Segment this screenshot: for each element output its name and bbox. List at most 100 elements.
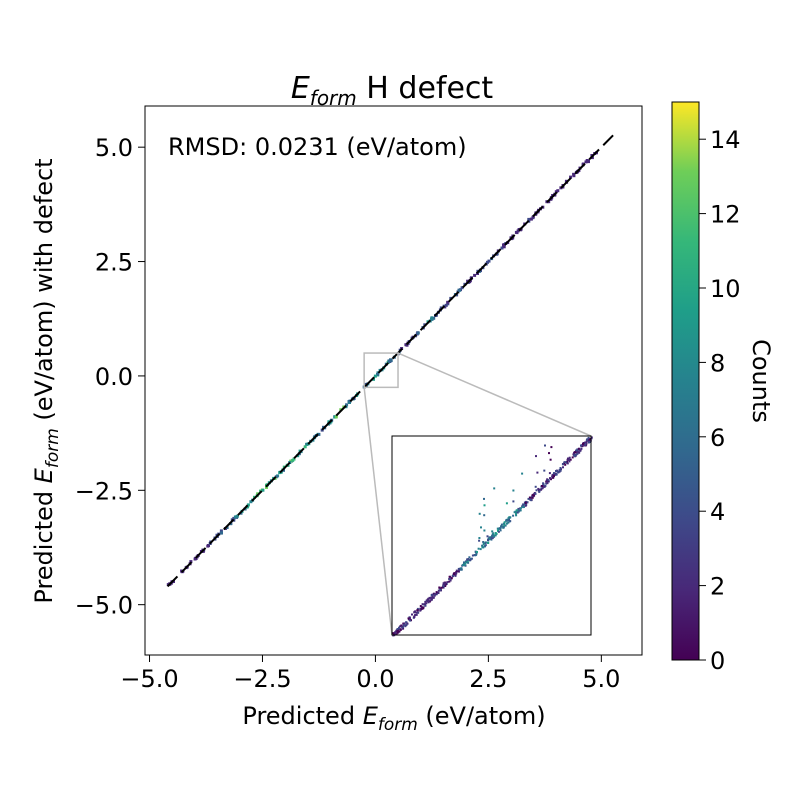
inset-cell	[395, 633, 398, 636]
inset-cell	[576, 452, 579, 455]
heatmap-cell	[348, 399, 352, 403]
inset-cell	[419, 609, 422, 612]
inset-cell	[522, 503, 525, 506]
inset-cell	[455, 569, 458, 572]
inset-cell	[500, 525, 502, 528]
x-tick-label: −2.5	[233, 665, 291, 693]
inset-cell	[555, 470, 557, 472]
inset-cell	[557, 470, 560, 473]
inset-cell	[416, 609, 419, 612]
heatmap-cell	[416, 331, 420, 335]
inset-cell	[463, 563, 466, 566]
inset-cell	[414, 610, 417, 613]
heatmap-cell	[387, 359, 391, 363]
inset-cell	[458, 570, 460, 573]
heatmap-cell	[305, 442, 309, 446]
inset-cell	[398, 627, 401, 630]
inset-cell	[444, 583, 447, 586]
inset-cell	[564, 461, 567, 464]
inset-cell	[587, 441, 590, 444]
inset-cell	[497, 530, 500, 533]
inset-cell	[543, 485, 546, 488]
inset-cell	[544, 485, 547, 487]
inset-cell	[402, 624, 405, 627]
inset-cell	[476, 551, 478, 553]
inset-cell	[529, 498, 532, 501]
inset-cell	[396, 631, 399, 634]
inset-cell	[414, 614, 417, 616]
inset-cell	[446, 581, 449, 584]
inset-cell	[475, 553, 478, 555]
inset-cell	[524, 502, 527, 504]
inset-cell	[505, 519, 508, 522]
inset-cell	[448, 580, 451, 583]
inset-cell	[524, 504, 527, 507]
inset-cell	[559, 469, 562, 472]
inset-cell	[566, 462, 569, 465]
heatmap-cell	[246, 503, 250, 507]
inset-cell	[550, 446, 553, 449]
inset-cell	[553, 472, 556, 475]
inset-cell	[580, 447, 583, 450]
inset-cell	[417, 611, 419, 614]
inset-cell	[425, 602, 428, 605]
heatmap-cell	[572, 172, 576, 176]
inset-cell	[428, 600, 431, 603]
heatmap-cell	[581, 162, 585, 166]
inset-cell	[448, 578, 451, 581]
inset-cell	[578, 451, 581, 454]
inset-cell	[411, 613, 413, 616]
inset-cell	[494, 534, 497, 537]
inset-cell	[437, 589, 440, 592]
inset-cell	[474, 550, 477, 553]
inset-cell	[463, 561, 465, 564]
inset-cell	[467, 558, 470, 560]
inset-cell	[435, 593, 437, 596]
inset-cell	[431, 596, 434, 599]
inset-cell	[545, 482, 548, 485]
inset-cell	[541, 485, 543, 487]
inset-cell	[407, 617, 410, 620]
plot-border	[144, 105, 643, 656]
inset-cell	[530, 496, 533, 499]
inset-cell	[469, 557, 472, 560]
inset-cell	[486, 535, 489, 538]
heatmap-cell	[584, 160, 588, 164]
inset-cell	[522, 506, 525, 509]
inset-cell	[531, 496, 534, 499]
inset-cell	[503, 522, 506, 525]
inset-cell	[437, 592, 440, 594]
heatmap-cell	[320, 428, 324, 432]
heatmap-cell	[432, 316, 436, 320]
inset-cell	[421, 603, 424, 606]
x-tick-label: 0.0	[356, 665, 394, 693]
inset-cell	[455, 572, 458, 575]
inset-cell	[563, 462, 566, 465]
inset-cell	[483, 504, 486, 507]
heatmap-cell	[559, 186, 563, 190]
inset-cell	[478, 512, 481, 515]
inset-cell	[490, 537, 493, 540]
inset-cell	[561, 463, 564, 466]
rmsd-annotation: RMSD: 0.0231 (eV/atom)	[168, 133, 467, 161]
inset-cell	[479, 548, 482, 551]
inset-cell	[585, 439, 588, 441]
inset-cell	[501, 525, 504, 528]
inset-cell	[514, 510, 517, 513]
inset-cell	[487, 539, 489, 542]
inset-cell	[435, 591, 438, 594]
inset-cell	[419, 607, 422, 610]
inset-cell	[448, 575, 451, 578]
inset-cell	[457, 567, 460, 570]
inset-cell	[569, 458, 572, 461]
heatmap-cell	[460, 286, 464, 290]
y-tick-label: −5.0	[75, 592, 133, 620]
inset-cell	[532, 493, 535, 496]
inset-cell	[487, 541, 489, 544]
colorbar-tick-label: 2	[710, 573, 725, 601]
inset-cell	[483, 529, 486, 532]
inset-cell	[396, 629, 399, 632]
inset-cell	[449, 579, 452, 582]
inset-cell	[444, 582, 447, 585]
heatmap-cell	[292, 457, 296, 461]
